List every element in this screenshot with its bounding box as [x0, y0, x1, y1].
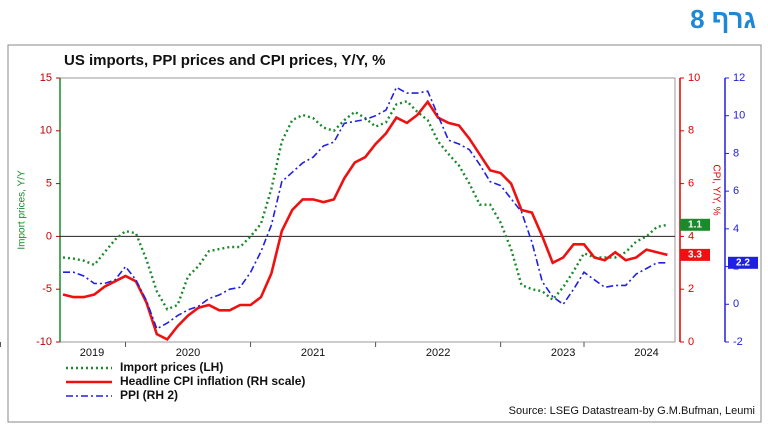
chart-frame [7, 44, 762, 423]
tick-label: 2 [688, 283, 694, 295]
x-tick-label: 2021 [301, 347, 325, 359]
tick-label: 12 [733, 72, 745, 84]
tick-label: 4 [688, 230, 694, 242]
tick-label: 0 [688, 336, 694, 348]
x-tick-label: 2024 [634, 347, 658, 359]
series-line [63, 86, 668, 330]
end-label-box [728, 256, 758, 269]
page-header: גרף 8 [690, 4, 756, 34]
legend-label: PPI (RH 2) [120, 388, 178, 402]
y2-axis-title: CPI, Y/Y, % [710, 164, 721, 215]
tick-label: -10 [36, 336, 52, 348]
tick-label: 5 [46, 178, 52, 190]
x-tick-label: 2019 [80, 347, 104, 359]
end-label: 1.1 [688, 219, 702, 230]
tick-label: 10 [40, 125, 52, 137]
legend-label: Headline CPI inflation (RH scale) [120, 374, 305, 388]
x-tick-label: 2022 [426, 347, 450, 359]
end-label: 3.3 [688, 250, 702, 261]
plot-frame [59, 77, 676, 343]
tick-label: 15 [40, 72, 52, 84]
end-label-box [680, 248, 710, 261]
x-tick-label: 2023 [551, 347, 575, 359]
series-line [62, 99, 668, 311]
tick-label: 8 [733, 147, 739, 159]
tick-label: -2 [733, 336, 743, 348]
end-label-box [680, 218, 710, 231]
tick-label: 0 [733, 298, 739, 310]
tick-label: 10 [733, 110, 745, 122]
chart-title: US imports, PPI prices and CPI prices, Y… [64, 52, 386, 69]
series-line [62, 99, 668, 342]
tick-label: 10 [688, 72, 700, 84]
tick-label: -5 [42, 283, 52, 295]
tick-label: 8 [688, 125, 694, 137]
end-label: 2.2 [736, 257, 750, 268]
x-tick-label: 2020 [176, 347, 200, 359]
tick-label: 4 [733, 223, 739, 235]
legend-label: Import prices (LH) [120, 360, 223, 374]
tick-label: 0 [46, 230, 52, 242]
tick-label: 6 [733, 185, 739, 197]
source: Source: LSEG Datastream-by G.M.Bufman, L… [509, 405, 755, 417]
y-axis-title: Import prices, Y/Y [17, 170, 28, 250]
tick-label: 6 [688, 178, 694, 190]
